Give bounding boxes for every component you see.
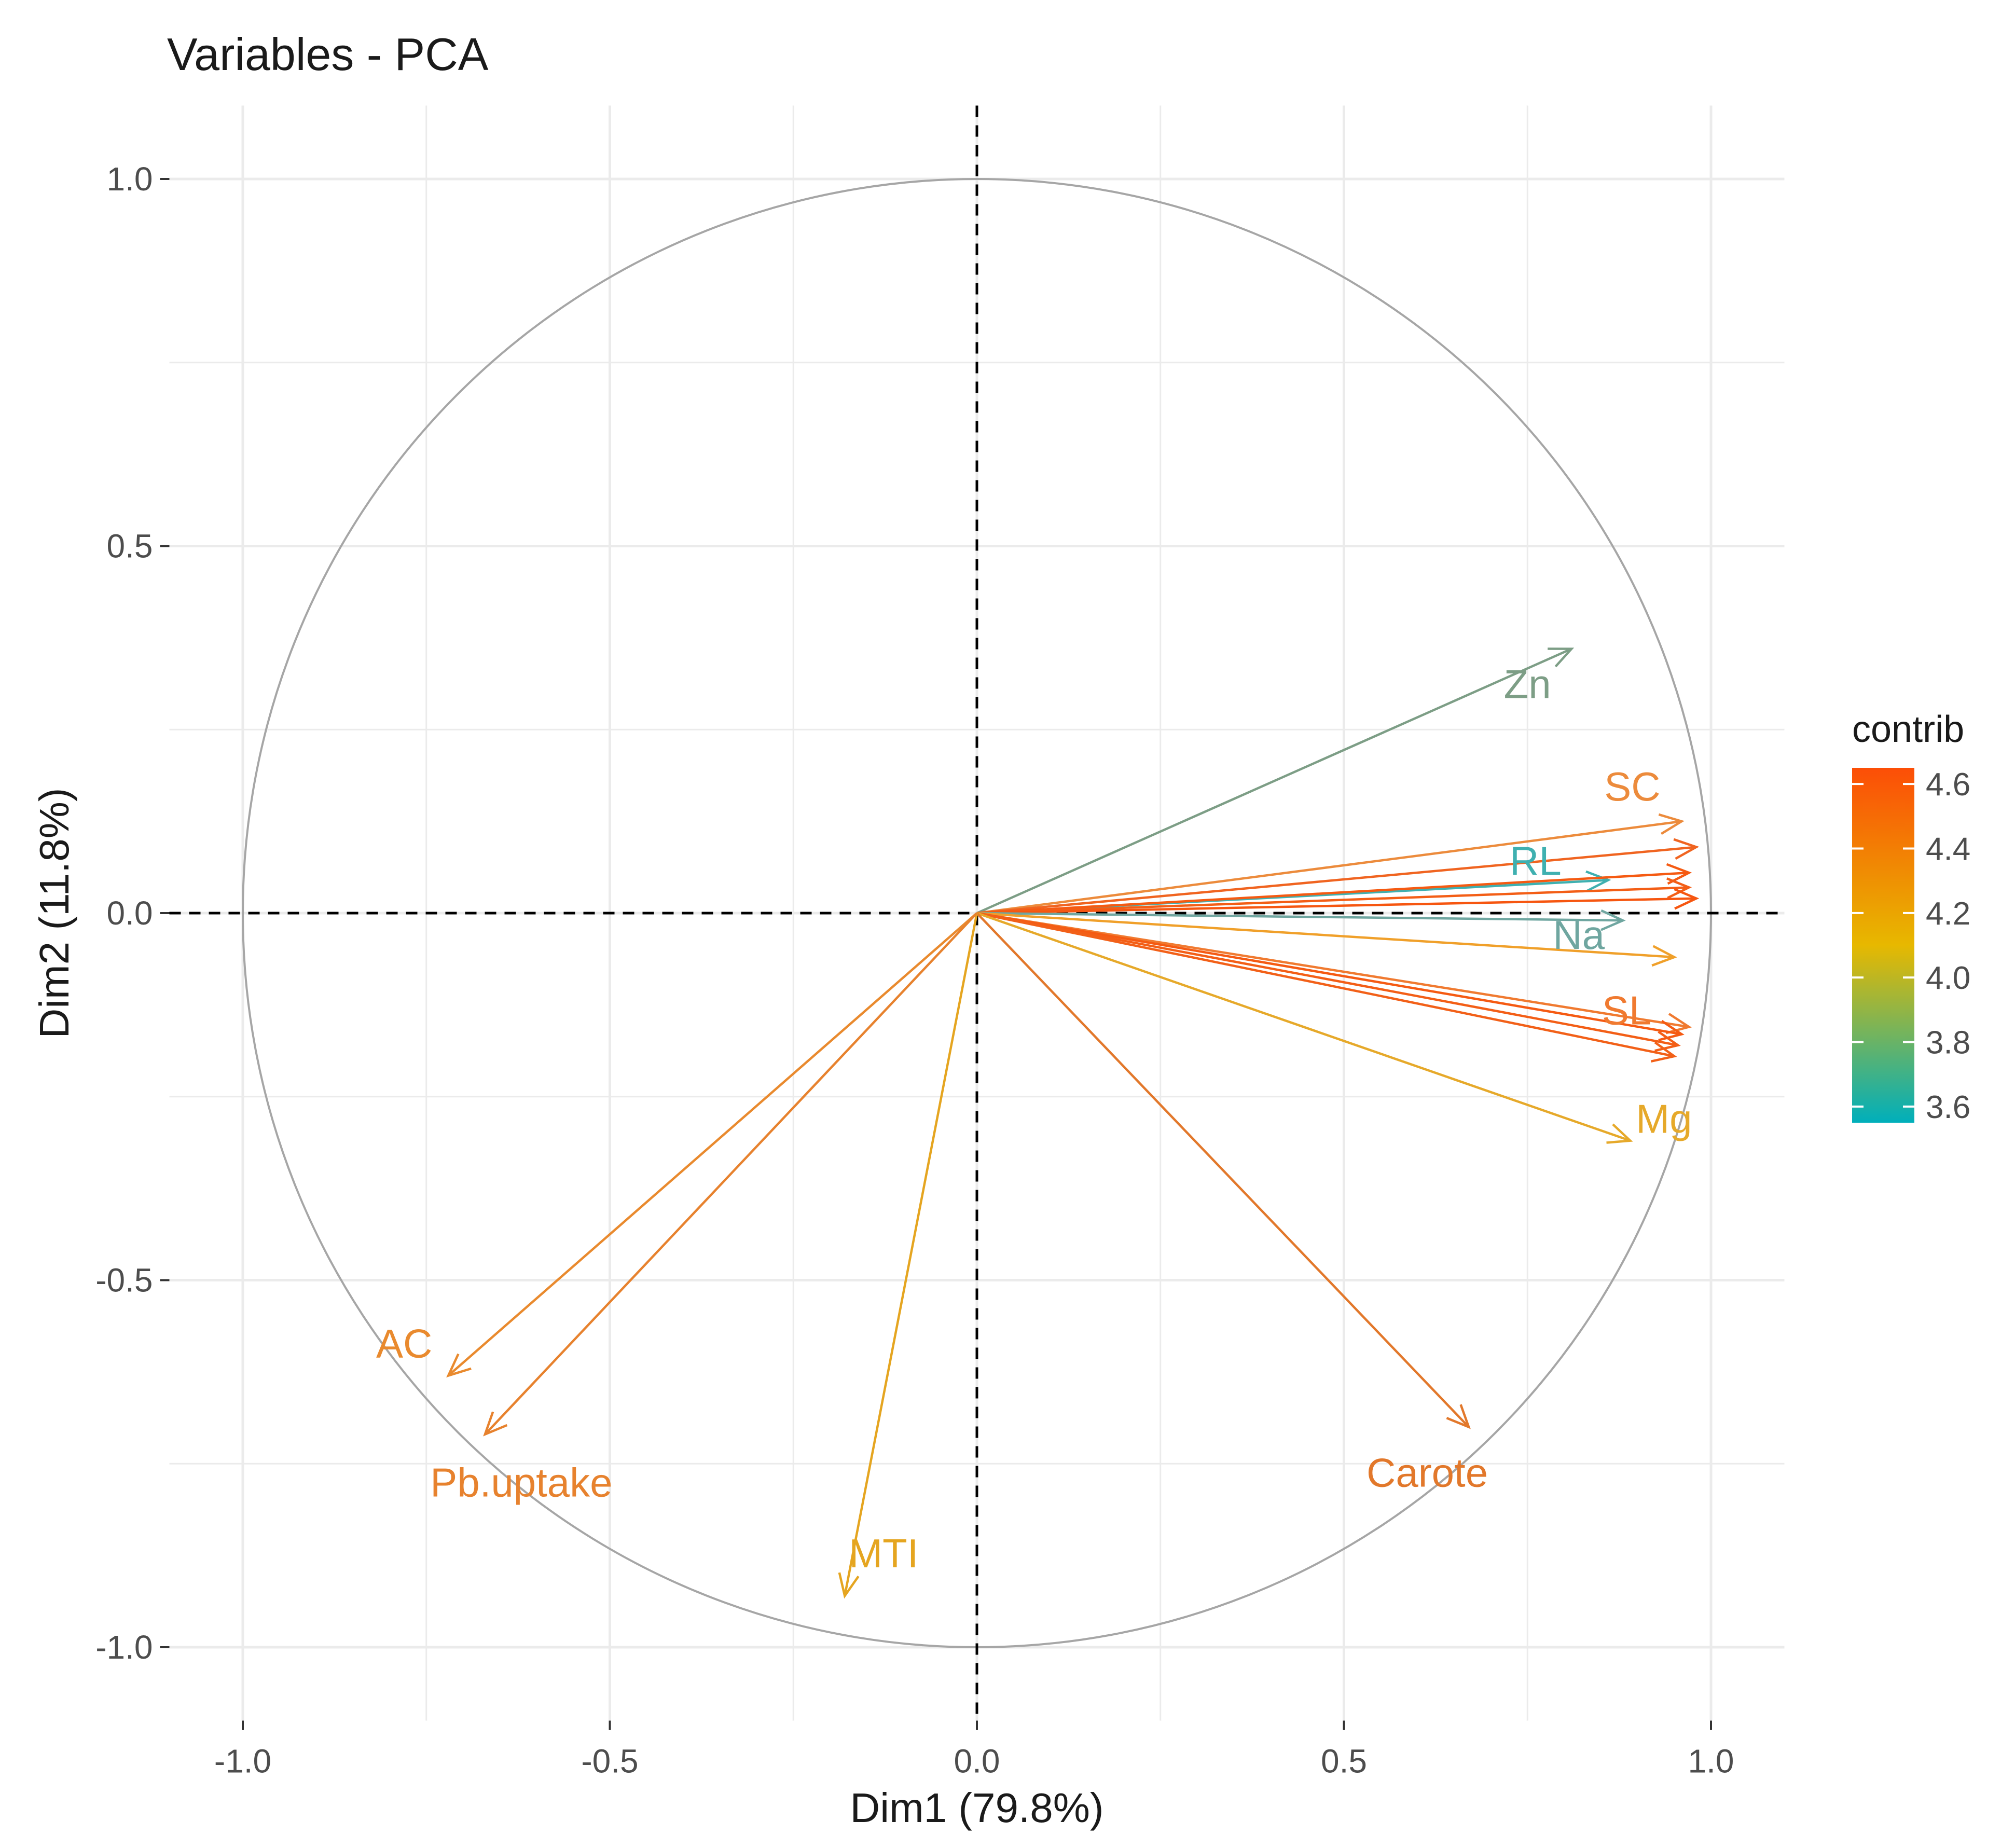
- arrow-shaft: [976, 820, 1682, 915]
- x-tick-label: -0.5: [581, 1743, 638, 1780]
- y-tick-label: 0.0: [107, 894, 153, 932]
- label-na: Na: [1553, 912, 1605, 958]
- arrow-head: [1600, 909, 1626, 931]
- arrow-shaft: [976, 912, 1470, 1428]
- arrow-head: [1666, 863, 1692, 885]
- arrow-ac: [446, 912, 978, 1378]
- arrow-head: [1651, 945, 1677, 967]
- arrow-sc: [976, 813, 1685, 915]
- label-mti: MTI: [849, 1530, 918, 1576]
- arrow-head: [446, 1353, 472, 1378]
- arrow-head: [483, 1411, 508, 1437]
- axes: -1.0 -0.5 0.0 0.5 1.0 1.0 0.5 0.0 -0.5 -1.0: [95, 160, 1734, 1780]
- arrow-shaft: [976, 846, 1696, 915]
- reference-lines: [169, 105, 1785, 1721]
- legend-label: 4.2: [1926, 896, 1970, 932]
- legend-label: 4.4: [1926, 831, 1970, 867]
- x-axis-title: Dim1 (79.8%): [850, 1785, 1103, 1831]
- arrow-head: [1548, 647, 1575, 668]
- arrow-shaft: [976, 912, 1675, 959]
- arrow-head: [1606, 1123, 1633, 1144]
- arrow-shaft: [976, 912, 1682, 1036]
- arrow-head: [1666, 877, 1692, 899]
- arrow-shaft: [976, 871, 1689, 915]
- arrow-sl: [976, 912, 1692, 1035]
- arrow-v09: [976, 912, 1677, 967]
- y-axis-title: Dim2 (11.8%): [31, 788, 77, 1038]
- legend-title: contrib: [1852, 709, 1964, 750]
- y-tick-label: 0.5: [107, 528, 153, 565]
- label-pb-uptake: Pb.uptake: [430, 1460, 612, 1506]
- x-tick-label: 1.0: [1688, 1743, 1734, 1780]
- label-carote: Carote: [1367, 1450, 1488, 1496]
- arrow-v13: [976, 912, 1677, 1063]
- contrib-legend: contrib 4.6 4.4 4.2 4.0 3.8 3.6: [1852, 709, 1970, 1125]
- arrow-head: [1446, 1404, 1471, 1429]
- arrow-shaft: [976, 912, 1675, 1058]
- label-ac: AC: [376, 1320, 432, 1366]
- arrow-shaft: [976, 912, 1689, 1028]
- arrow-shaft: [976, 647, 1572, 915]
- legend-label: 3.6: [1926, 1090, 1970, 1125]
- arrow-shaft: [976, 912, 1678, 1046]
- y-tick-label: 1.0: [107, 160, 153, 198]
- arrow-head: [838, 1572, 860, 1599]
- label-rl: RL: [1510, 838, 1562, 884]
- arrow-shaft: [976, 912, 1631, 1142]
- label-mg: Mg: [1636, 1096, 1692, 1142]
- arrow-shaft: [976, 897, 1696, 915]
- label-zn: Zn: [1504, 661, 1551, 707]
- arrow-v03: [976, 838, 1700, 915]
- arrow-head: [1585, 870, 1611, 892]
- arrow-head: [1665, 1013, 1692, 1035]
- arrow-head: [1673, 838, 1700, 860]
- arrow-v06: [976, 877, 1692, 915]
- arrow-head: [1674, 888, 1700, 910]
- arrow-head: [1650, 1041, 1677, 1063]
- legend-label: 4.0: [1926, 960, 1970, 996]
- arrow-v07: [976, 888, 1700, 915]
- label-sl: SL: [1602, 987, 1651, 1033]
- arrow-v05: [976, 863, 1692, 915]
- y-tick-label: -1.0: [95, 1629, 153, 1666]
- arrow-mg: [976, 912, 1633, 1144]
- arrow-carote: [976, 912, 1471, 1429]
- arrow-na: [976, 909, 1626, 931]
- x-tick-label: -1.0: [214, 1743, 271, 1780]
- x-tick-label: 0.5: [1321, 1743, 1367, 1780]
- arrow-shaft: [976, 912, 1623, 922]
- arrow-pb-uptake: [483, 912, 978, 1437]
- arrow-shaft: [976, 886, 1689, 915]
- arrow-zn: [976, 647, 1575, 915]
- arrow-mti: [838, 913, 978, 1599]
- arrow-shaft: [844, 913, 978, 1596]
- x-tick-label: 0.0: [954, 1743, 1000, 1780]
- variable-arrows: [446, 647, 1700, 1599]
- arrow-shaft: [447, 912, 978, 1377]
- legend-label: 3.8: [1926, 1025, 1970, 1061]
- legend-label: 4.6: [1926, 767, 1970, 803]
- arrow-head: [1658, 813, 1685, 835]
- label-sc: SC: [1604, 764, 1660, 809]
- arrow-shaft: [484, 912, 978, 1436]
- legend-colorbar: [1852, 768, 1914, 1123]
- chart-title: Variables - PCA: [167, 29, 489, 80]
- variable-labels: Zn SC RL Na SL Mg Carote MTI AC Pb.uptake: [376, 661, 1692, 1576]
- y-tick-label: -0.5: [95, 1262, 153, 1299]
